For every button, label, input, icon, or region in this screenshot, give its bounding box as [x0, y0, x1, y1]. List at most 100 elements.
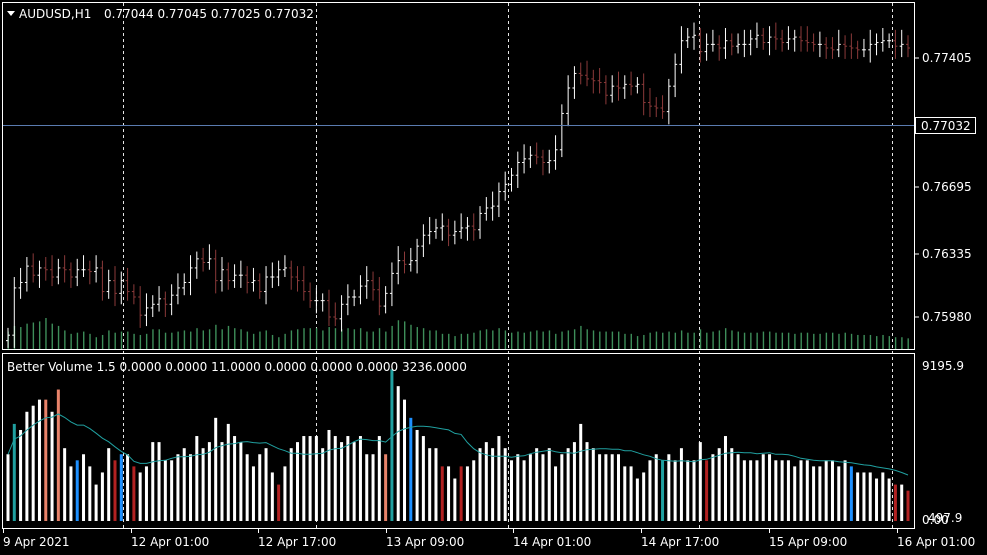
- price-tick-label: 0.76695: [922, 180, 972, 194]
- volume-bar: [83, 331, 85, 349]
- current-price-label: 0.77032: [921, 119, 971, 133]
- better-volume-bar: [516, 454, 520, 521]
- better-volume-bar: [25, 411, 29, 521]
- time-tick-label: 16 Apr 01:00: [897, 535, 975, 549]
- better-volume-bar: [195, 436, 199, 521]
- better-volume-bar: [497, 436, 501, 521]
- better-volume-bar: [119, 454, 123, 521]
- dropdown-triangle-icon[interactable]: [7, 11, 15, 16]
- better-volume-bar: [358, 436, 362, 521]
- better-volume-bar: [170, 460, 174, 521]
- better-volume-bar: [484, 442, 488, 521]
- volume-panel-frame[interactable]: [2, 353, 915, 529]
- indicator-min-label: 0.00: [922, 513, 949, 527]
- volume-bar: [309, 328, 311, 349]
- volume-bar: [769, 331, 771, 349]
- volume-bar: [662, 332, 664, 349]
- better-volume-bar: [31, 405, 35, 521]
- volume-bar: [158, 329, 160, 349]
- volume-bar: [819, 333, 821, 349]
- better-volume-bars: [6, 369, 910, 521]
- volume-bar: [680, 330, 683, 349]
- volume-bar: [252, 333, 255, 349]
- better-volume-bar: [893, 484, 897, 521]
- better-volume-bar: [251, 466, 255, 521]
- price-panel-frame[interactable]: [2, 2, 915, 350]
- volume-bar: [322, 330, 324, 349]
- better-volume-bar: [906, 490, 910, 521]
- better-volume-bar: [768, 454, 772, 521]
- better-volume-bar: [465, 466, 469, 521]
- time-tick-label: 14 Apr 01:00: [513, 535, 591, 549]
- volume-bar: [51, 323, 53, 349]
- better-volume-bar: [44, 399, 48, 521]
- better-volume-bar: [560, 454, 564, 521]
- symbol-header[interactable]: AUDUSD,H1 0.77044 0.77045 0.77025 0.7703…: [7, 7, 314, 21]
- better-volume-bar: [207, 442, 211, 521]
- volume-bar: [164, 332, 167, 349]
- better-volume-bar: [585, 442, 589, 521]
- better-volume-bar: [900, 484, 904, 521]
- volume-bar: [76, 332, 79, 349]
- better-volume-average-line: [7, 413, 909, 476]
- better-volume-bar: [541, 454, 545, 521]
- better-volume-bar: [144, 466, 148, 521]
- volume-bar: [95, 337, 98, 349]
- better-volume-bar: [742, 460, 746, 521]
- better-volume-bar: [100, 472, 104, 521]
- volume-bar: [580, 325, 582, 349]
- volume-bar: [737, 331, 739, 349]
- volume-bar: [57, 325, 60, 349]
- better-volume-bar: [679, 448, 683, 521]
- better-volume-bar: [390, 369, 394, 521]
- volume-bar: [750, 332, 752, 349]
- better-volume-bar: [396, 386, 400, 521]
- better-volume-bar: [346, 436, 350, 521]
- symbol-label: AUDUSD,H1: [19, 7, 91, 21]
- better-volume-bar: [591, 448, 595, 521]
- volume-bar: [353, 329, 356, 349]
- better-volume-bar: [642, 472, 646, 521]
- volume-bar: [120, 331, 123, 349]
- volume-bar: [687, 332, 689, 349]
- better-volume-bar: [50, 411, 54, 521]
- volume-bar: [592, 330, 595, 349]
- volume-bar: [454, 336, 456, 349]
- volume-bar: [901, 337, 903, 349]
- better-volume-bar: [132, 466, 136, 521]
- volume-bar: [561, 331, 563, 349]
- volume-bar: [775, 332, 777, 349]
- volume-bar: [328, 327, 330, 349]
- better-volume-bar: [761, 454, 765, 521]
- volume-bar: [101, 334, 104, 349]
- time-tick-label: 13 Apr 09:00: [386, 535, 464, 549]
- better-volume-bar: [837, 466, 841, 521]
- volume-bar: [643, 334, 645, 349]
- better-volume-bar: [856, 472, 860, 521]
- volume-bar: [341, 329, 343, 349]
- better-volume-bar: [283, 466, 287, 521]
- volume-bar: [567, 330, 570, 349]
- volume-bar: [699, 329, 702, 349]
- better-volume-bar: [176, 454, 180, 521]
- volume-bar: [177, 331, 179, 349]
- better-volume-bar: [528, 454, 532, 521]
- volume-bar: [297, 329, 299, 349]
- volume-bar: [517, 331, 519, 349]
- volume-bar: [221, 329, 223, 349]
- volume-bar: [844, 332, 846, 349]
- volume-bar: [127, 331, 129, 349]
- volume-bar: [89, 333, 91, 349]
- better-volume-bar: [566, 448, 570, 521]
- price-axis[interactable]: 0.77405 0.76695 0.76335 0.75980: [915, 51, 972, 324]
- indicator-min-label-2: 497.9: [928, 511, 962, 525]
- better-volume-bar: [755, 460, 759, 521]
- volume-bar: [869, 334, 872, 349]
- better-volume-bar: [69, 466, 73, 521]
- time-axis[interactable]: 9 Apr 2021 12 Apr 01:00 12 Apr 17:00 13 Apr…: [3, 529, 975, 549]
- better-volume-bar: [824, 460, 828, 521]
- current-price-box: [915, 117, 976, 134]
- volume-bar: [404, 321, 406, 349]
- volume-bar: [227, 325, 230, 349]
